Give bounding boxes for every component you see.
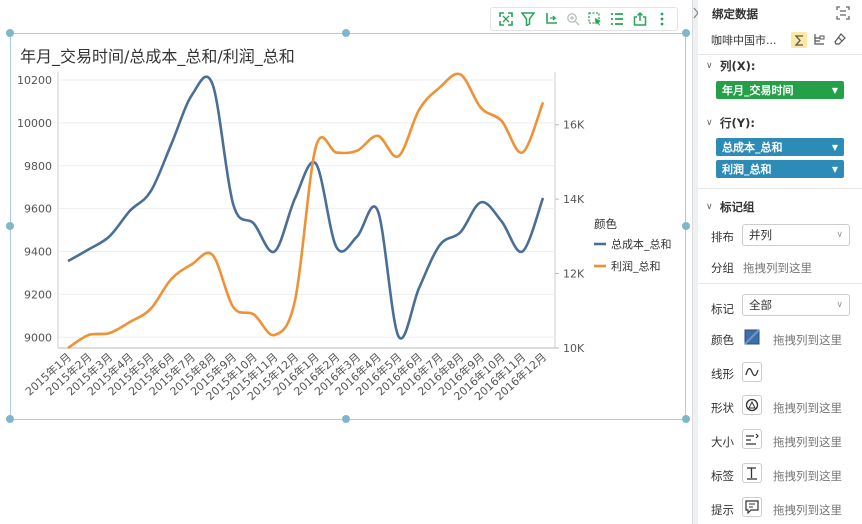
list-icon[interactable] xyxy=(608,10,626,28)
y-left-tick-label: 9800 xyxy=(24,160,52,173)
tooltip-label: 提示 xyxy=(711,503,734,517)
dataset-name[interactable]: 咖啡中国市... xyxy=(711,34,777,47)
tooltip-icon[interactable] xyxy=(742,497,762,517)
line-chart: 9000 9200 9400 9600 9800 10000 10200 10K 12K 14K… xyxy=(17,72,672,403)
binding-panel: 绑定数据 咖啡中国市... ∨ 列(X): 年月_交易时间 ▼ ∨ 行(Y): 总… xyxy=(698,0,862,524)
color-drop-zone[interactable]: 拖拽列到这里 xyxy=(773,333,842,347)
series-line-cost xyxy=(67,75,545,340)
y-left-tick-label: 9400 xyxy=(24,246,52,259)
resize-handle[interactable] xyxy=(6,29,14,37)
shape-label: 形状 xyxy=(711,401,734,415)
resize-handle[interactable] xyxy=(342,29,350,37)
dropdown-arrow-icon: ▼ xyxy=(831,85,838,95)
y-left-tick-label: 10200 xyxy=(17,74,52,87)
column-pill[interactable]: 年月_交易时间 ▼ xyxy=(716,81,844,99)
color-swatch-icon[interactable] xyxy=(742,327,762,347)
size-icon[interactable] xyxy=(742,429,762,449)
chart-title: 年月_交易时间/总成本_总和/利润_总和 xyxy=(20,47,295,66)
eraser-icon[interactable] xyxy=(834,32,846,48)
more-icon[interactable] xyxy=(653,10,671,28)
rows-label: 行(Y): xyxy=(720,116,755,130)
y-right-tick-label: 10K xyxy=(563,342,585,355)
group-drop-zone[interactable]: 拖拽列到这里 xyxy=(743,261,812,275)
line-style-icon[interactable] xyxy=(742,362,762,382)
chevron-down-icon: ∨ xyxy=(836,230,843,240)
chevron-down-icon: ∨ xyxy=(836,300,843,310)
mark-select[interactable]: 全部 ∨ xyxy=(742,294,850,316)
chart-canvas: 年月_交易时间/总成本_总和/利润_总和 9000 9200 9400 9600 980… xyxy=(6,7,690,423)
size-label: 大小 xyxy=(711,435,734,449)
layout-select[interactable]: 并列 ∨ xyxy=(742,224,850,246)
linetype-label: 线形 xyxy=(711,367,734,381)
dropdown-arrow-icon: ▼ xyxy=(831,142,838,152)
series-line-profit xyxy=(67,72,545,350)
sigma-icon[interactable] xyxy=(791,32,807,48)
filter-icon[interactable] xyxy=(519,10,537,28)
legend-title: 颜色 xyxy=(594,217,617,231)
zoom-icon[interactable] xyxy=(564,10,582,28)
group-label: 分组 xyxy=(711,261,734,275)
shape-drop-zone[interactable]: 拖拽列到这里 xyxy=(773,401,842,415)
tag-drop-zone[interactable]: 拖拽列到这里 xyxy=(773,469,842,483)
y-right-tick-label: 14K xyxy=(563,193,585,206)
row-pill-cost[interactable]: 总成本_总和 ▼ xyxy=(716,138,844,156)
fullscreen-icon[interactable] xyxy=(497,10,515,28)
export-icon[interactable] xyxy=(631,10,649,28)
legend-item: 总成本_总和 xyxy=(611,237,672,251)
chart-toolbar xyxy=(490,7,678,31)
y-left-tick-label: 9200 xyxy=(24,288,52,301)
resize-handle[interactable] xyxy=(6,415,14,423)
row-pill-profit[interactable]: 利润_总和 ▼ xyxy=(716,160,844,178)
resize-handle[interactable] xyxy=(682,415,690,423)
shape-icon[interactable] xyxy=(742,395,762,415)
layout-label: 排布 xyxy=(711,230,734,244)
select-icon[interactable] xyxy=(586,10,604,28)
swap-icon[interactable] xyxy=(836,6,850,23)
chevron-down-icon[interactable]: ∨ xyxy=(706,61,713,71)
resize-handle[interactable] xyxy=(682,29,690,37)
mark-label: 标记 xyxy=(711,302,734,316)
dropdown-arrow-icon: ▼ xyxy=(831,164,838,174)
columns-label: 列(X): xyxy=(720,59,756,73)
resize-handle[interactable] xyxy=(342,415,350,423)
mark-group-label: 标记组 xyxy=(720,200,755,214)
tag-label: 标签 xyxy=(711,469,734,483)
resize-handle[interactable] xyxy=(6,222,14,230)
hierarchy-icon[interactable] xyxy=(813,33,825,48)
legend-item: 利润_总和 xyxy=(611,259,661,273)
y-left-tick-label: 9600 xyxy=(24,203,52,216)
resize-handle[interactable] xyxy=(682,222,690,230)
y-right-tick-label: 16K xyxy=(563,119,585,132)
y-right-tick-label: 12K xyxy=(563,268,585,281)
label-icon[interactable] xyxy=(742,463,762,483)
chevron-down-icon[interactable]: ∨ xyxy=(706,202,713,212)
tooltip-drop-zone[interactable]: 拖拽列到这里 xyxy=(773,503,842,517)
chevron-down-icon[interactable]: ∨ xyxy=(706,118,713,128)
y-left-tick-label: 10000 xyxy=(17,117,52,130)
color-label: 颜色 xyxy=(711,333,734,347)
drill-icon[interactable] xyxy=(542,10,560,28)
size-drop-zone[interactable]: 拖拽列到这里 xyxy=(773,435,842,449)
y-left-tick-label: 9000 xyxy=(24,331,52,344)
panel-title: 绑定数据 xyxy=(712,7,758,21)
